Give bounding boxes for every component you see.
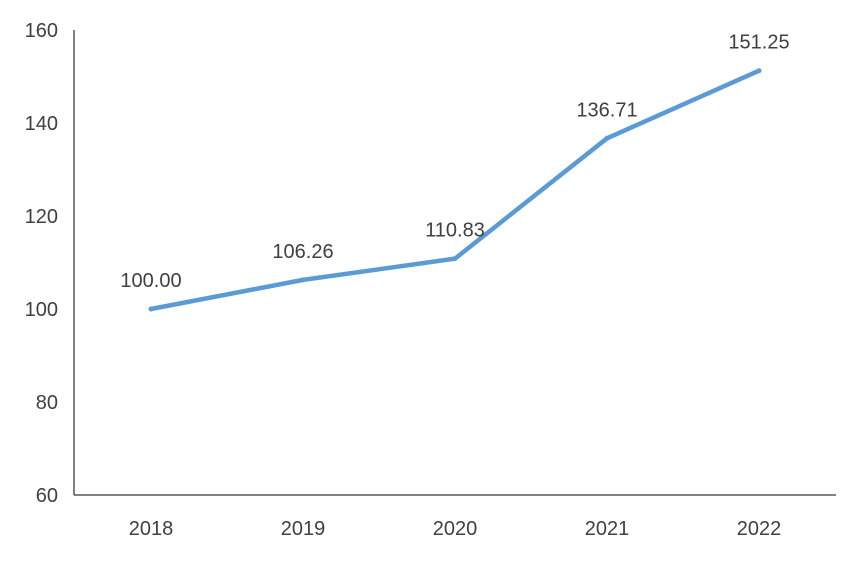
data-point <box>300 277 306 283</box>
x-tick-label: 2020 <box>433 518 478 540</box>
y-tick-label: 100 <box>25 299 58 321</box>
y-tick-label: 80 <box>36 392 58 414</box>
y-tick-label: 120 <box>25 206 58 228</box>
x-tick-label: 2018 <box>129 518 174 540</box>
data-label: 136.71 <box>576 99 637 121</box>
data-point <box>604 135 610 141</box>
y-tick-label: 160 <box>25 20 58 42</box>
y-tick-label: 60 <box>36 485 58 507</box>
x-tick-labels: 2018 2019 2020 2021 2022 <box>129 518 782 540</box>
x-tick-label: 2019 <box>281 518 326 540</box>
data-point <box>148 306 154 312</box>
x-tick-label: 2021 <box>585 518 630 540</box>
data-point <box>756 68 762 74</box>
series-layer <box>148 68 762 312</box>
y-tick-label: 140 <box>25 113 58 135</box>
data-labels: 100.00 106.26 110.83 136.71 151.25 <box>120 32 789 292</box>
data-label: 100.00 <box>120 270 181 292</box>
data-point <box>452 256 458 262</box>
x-tick-label: 2022 <box>737 518 782 540</box>
y-tick-labels: 60 80 100 120 140 160 <box>25 20 58 507</box>
data-label: 106.26 <box>272 241 333 263</box>
series-line <box>148 68 762 312</box>
data-label: 110.83 <box>425 220 485 242</box>
data-label: 151.25 <box>728 32 789 54</box>
